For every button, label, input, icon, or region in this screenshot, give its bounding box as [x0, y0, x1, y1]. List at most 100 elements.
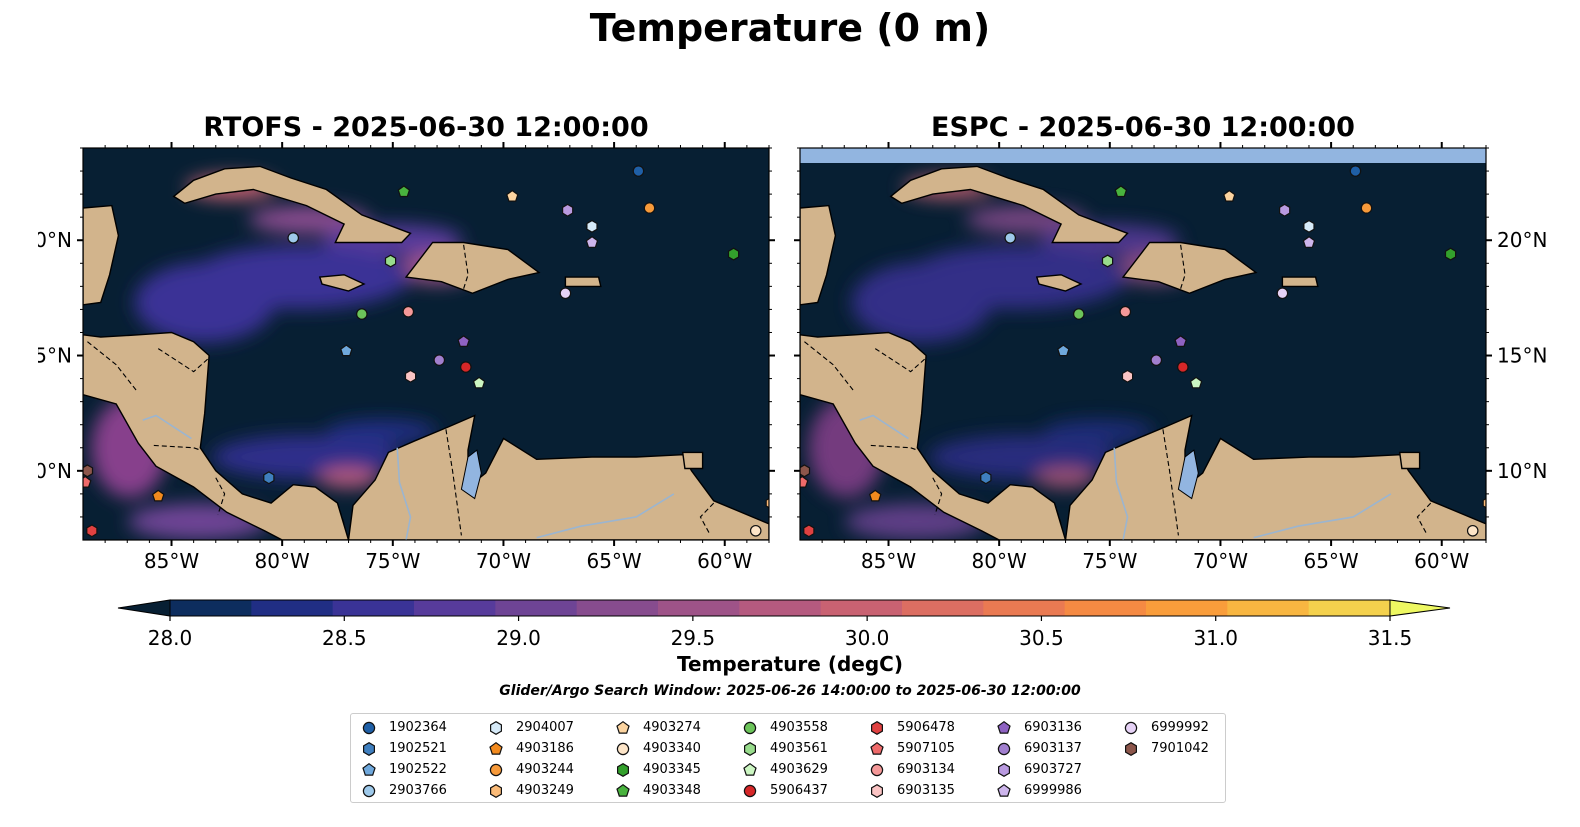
float-marker-6903137: [1150, 354, 1163, 366]
float-marker-6903137: [433, 354, 446, 366]
float-marker-5907105: [83, 475, 92, 488]
legend-marker-6903136: [997, 720, 1011, 734]
float-marker-1902364: [632, 165, 645, 177]
colorbar-segment: [414, 600, 496, 616]
country-border: [1416, 502, 1432, 534]
legend-item: 4903561: [742, 738, 828, 759]
land-hispaniola: [404, 241, 541, 295]
legend-label: 7901042: [1151, 741, 1209, 756]
land-puertorico: [1281, 276, 1319, 288]
legend-item: 4903629: [742, 759, 828, 780]
colorbar-segment: [1146, 600, 1228, 616]
float-marker-2903766: [1004, 232, 1017, 244]
float-marker-1902522: [340, 344, 353, 357]
float-marker-2904007: [586, 219, 598, 233]
float-marker-6903134: [1119, 305, 1132, 318]
legend-label: 6999992: [1151, 720, 1209, 735]
river: [536, 493, 675, 539]
float-marker-4903558: [1073, 308, 1085, 320]
colorbar-tick-label: 31.5: [1368, 626, 1413, 650]
legend-label: 4903244: [516, 762, 574, 777]
legend-marker-6903137: [997, 742, 1011, 755]
legend-label: 2904007: [516, 720, 574, 735]
land-jamaica: [1035, 274, 1083, 292]
warm-water-patch: [326, 419, 437, 444]
legend-marker-1902521: [362, 741, 375, 756]
float-marker-5907105: [800, 475, 809, 488]
legend-column: 4903274 4903340 4903345 4903348: [615, 717, 701, 801]
float-marker-6903727: [561, 203, 574, 217]
legend-label: 6903135: [897, 783, 955, 798]
country-border: [445, 429, 462, 536]
legend-column: 6903136 6903137 6903727 6999986: [996, 717, 1082, 801]
colorbar-extend-high: [1389, 599, 1451, 617]
legend-item: 6903135: [869, 780, 955, 801]
legend-item: 1902364: [361, 717, 447, 738]
legend-marker-4903348: [616, 783, 630, 797]
warm-water-patch: [1043, 419, 1154, 444]
legend-label: 5906478: [897, 720, 955, 735]
colorbar-label: Temperature (degC): [677, 652, 903, 676]
lat-tick-label: 20°N: [38, 228, 72, 252]
legend-item: 1902522: [361, 759, 447, 780]
legend-item: 1902521: [361, 738, 447, 759]
legend-marker-6999992: [1124, 721, 1138, 734]
lon-tick-label: 75°W: [365, 549, 420, 573]
country-border: [215, 477, 226, 515]
colorbar-segment: [1227, 600, 1310, 616]
legend-marker-1902364: [362, 721, 376, 734]
legend-marker-4903561: [743, 741, 756, 756]
legend-label: 4903186: [516, 741, 574, 756]
lon-tick-label: 75°W: [1082, 549, 1137, 573]
country-border: [870, 444, 918, 451]
colorbar-segment: [658, 600, 740, 616]
legend-marker-1902522: [362, 762, 376, 776]
legend-label: 4903345: [643, 762, 701, 777]
legend-column: 2904007 4903186 4903244 4903249: [488, 717, 574, 801]
legend-label: 4903561: [770, 741, 828, 756]
legend-item: 6999986: [996, 780, 1082, 801]
legend-label: 2903766: [389, 783, 447, 798]
country-border: [87, 341, 137, 391]
lon-tick-label: 65°W: [1303, 549, 1358, 573]
colorbar-segment: [251, 600, 334, 616]
float-legend: 1902364 1902521 1902522 2903766 2904007 49031…: [350, 713, 1226, 803]
warm-water-patch: [318, 467, 379, 488]
legend-marker-5906437: [743, 784, 757, 797]
float-marker-1902521: [263, 471, 275, 485]
float-marker-6903135: [404, 369, 417, 383]
legend-label: 4903558: [770, 720, 828, 735]
land-centralAmerica: [800, 331, 1067, 540]
float-marker-6999992: [559, 287, 572, 300]
no-data-strip: [800, 148, 1486, 163]
map-panel-espc: 85°W 80°W 75°W 70°W 65°W 60°W 20°N 15°N 10°N: [794, 142, 1547, 573]
land-cuba: [172, 165, 412, 244]
float-marker-4903244: [643, 202, 656, 214]
lat-tick-label: 20°N: [1497, 228, 1547, 252]
float-marker-4903558: [356, 308, 368, 320]
legend-item: 7901042: [1123, 738, 1209, 759]
warm-water-patch: [1035, 467, 1096, 488]
legend-item: 5906478: [869, 717, 955, 738]
legend-marker-7901042: [1124, 741, 1137, 756]
colorbar-tick-label: 29.0: [496, 626, 541, 650]
legend-marker-6903727: [997, 762, 1010, 777]
colorbar-segment: [170, 600, 252, 616]
legend-marker-2904007: [489, 720, 502, 735]
country-border: [1180, 244, 1186, 289]
float-marker-2903766: [287, 232, 300, 244]
float-marker-6903727: [1278, 203, 1291, 217]
lat-tick-label: 15°N: [1497, 344, 1547, 368]
land-centralAmerica: [83, 331, 350, 540]
lon-tick-label: 60°W: [697, 549, 752, 573]
legend-item: 4903345: [615, 759, 701, 780]
legend-marker-6999986: [997, 783, 1011, 797]
lon-tick-label: 70°W: [1193, 549, 1248, 573]
land-trinidad: [681, 451, 704, 470]
land-yucatan: [83, 204, 120, 306]
legend-label: 6903727: [1024, 762, 1082, 777]
colorbar-segment: [739, 600, 822, 616]
country-border: [157, 348, 210, 373]
legend-label: 4903348: [643, 783, 701, 798]
float-marker-6903135: [1121, 369, 1134, 383]
